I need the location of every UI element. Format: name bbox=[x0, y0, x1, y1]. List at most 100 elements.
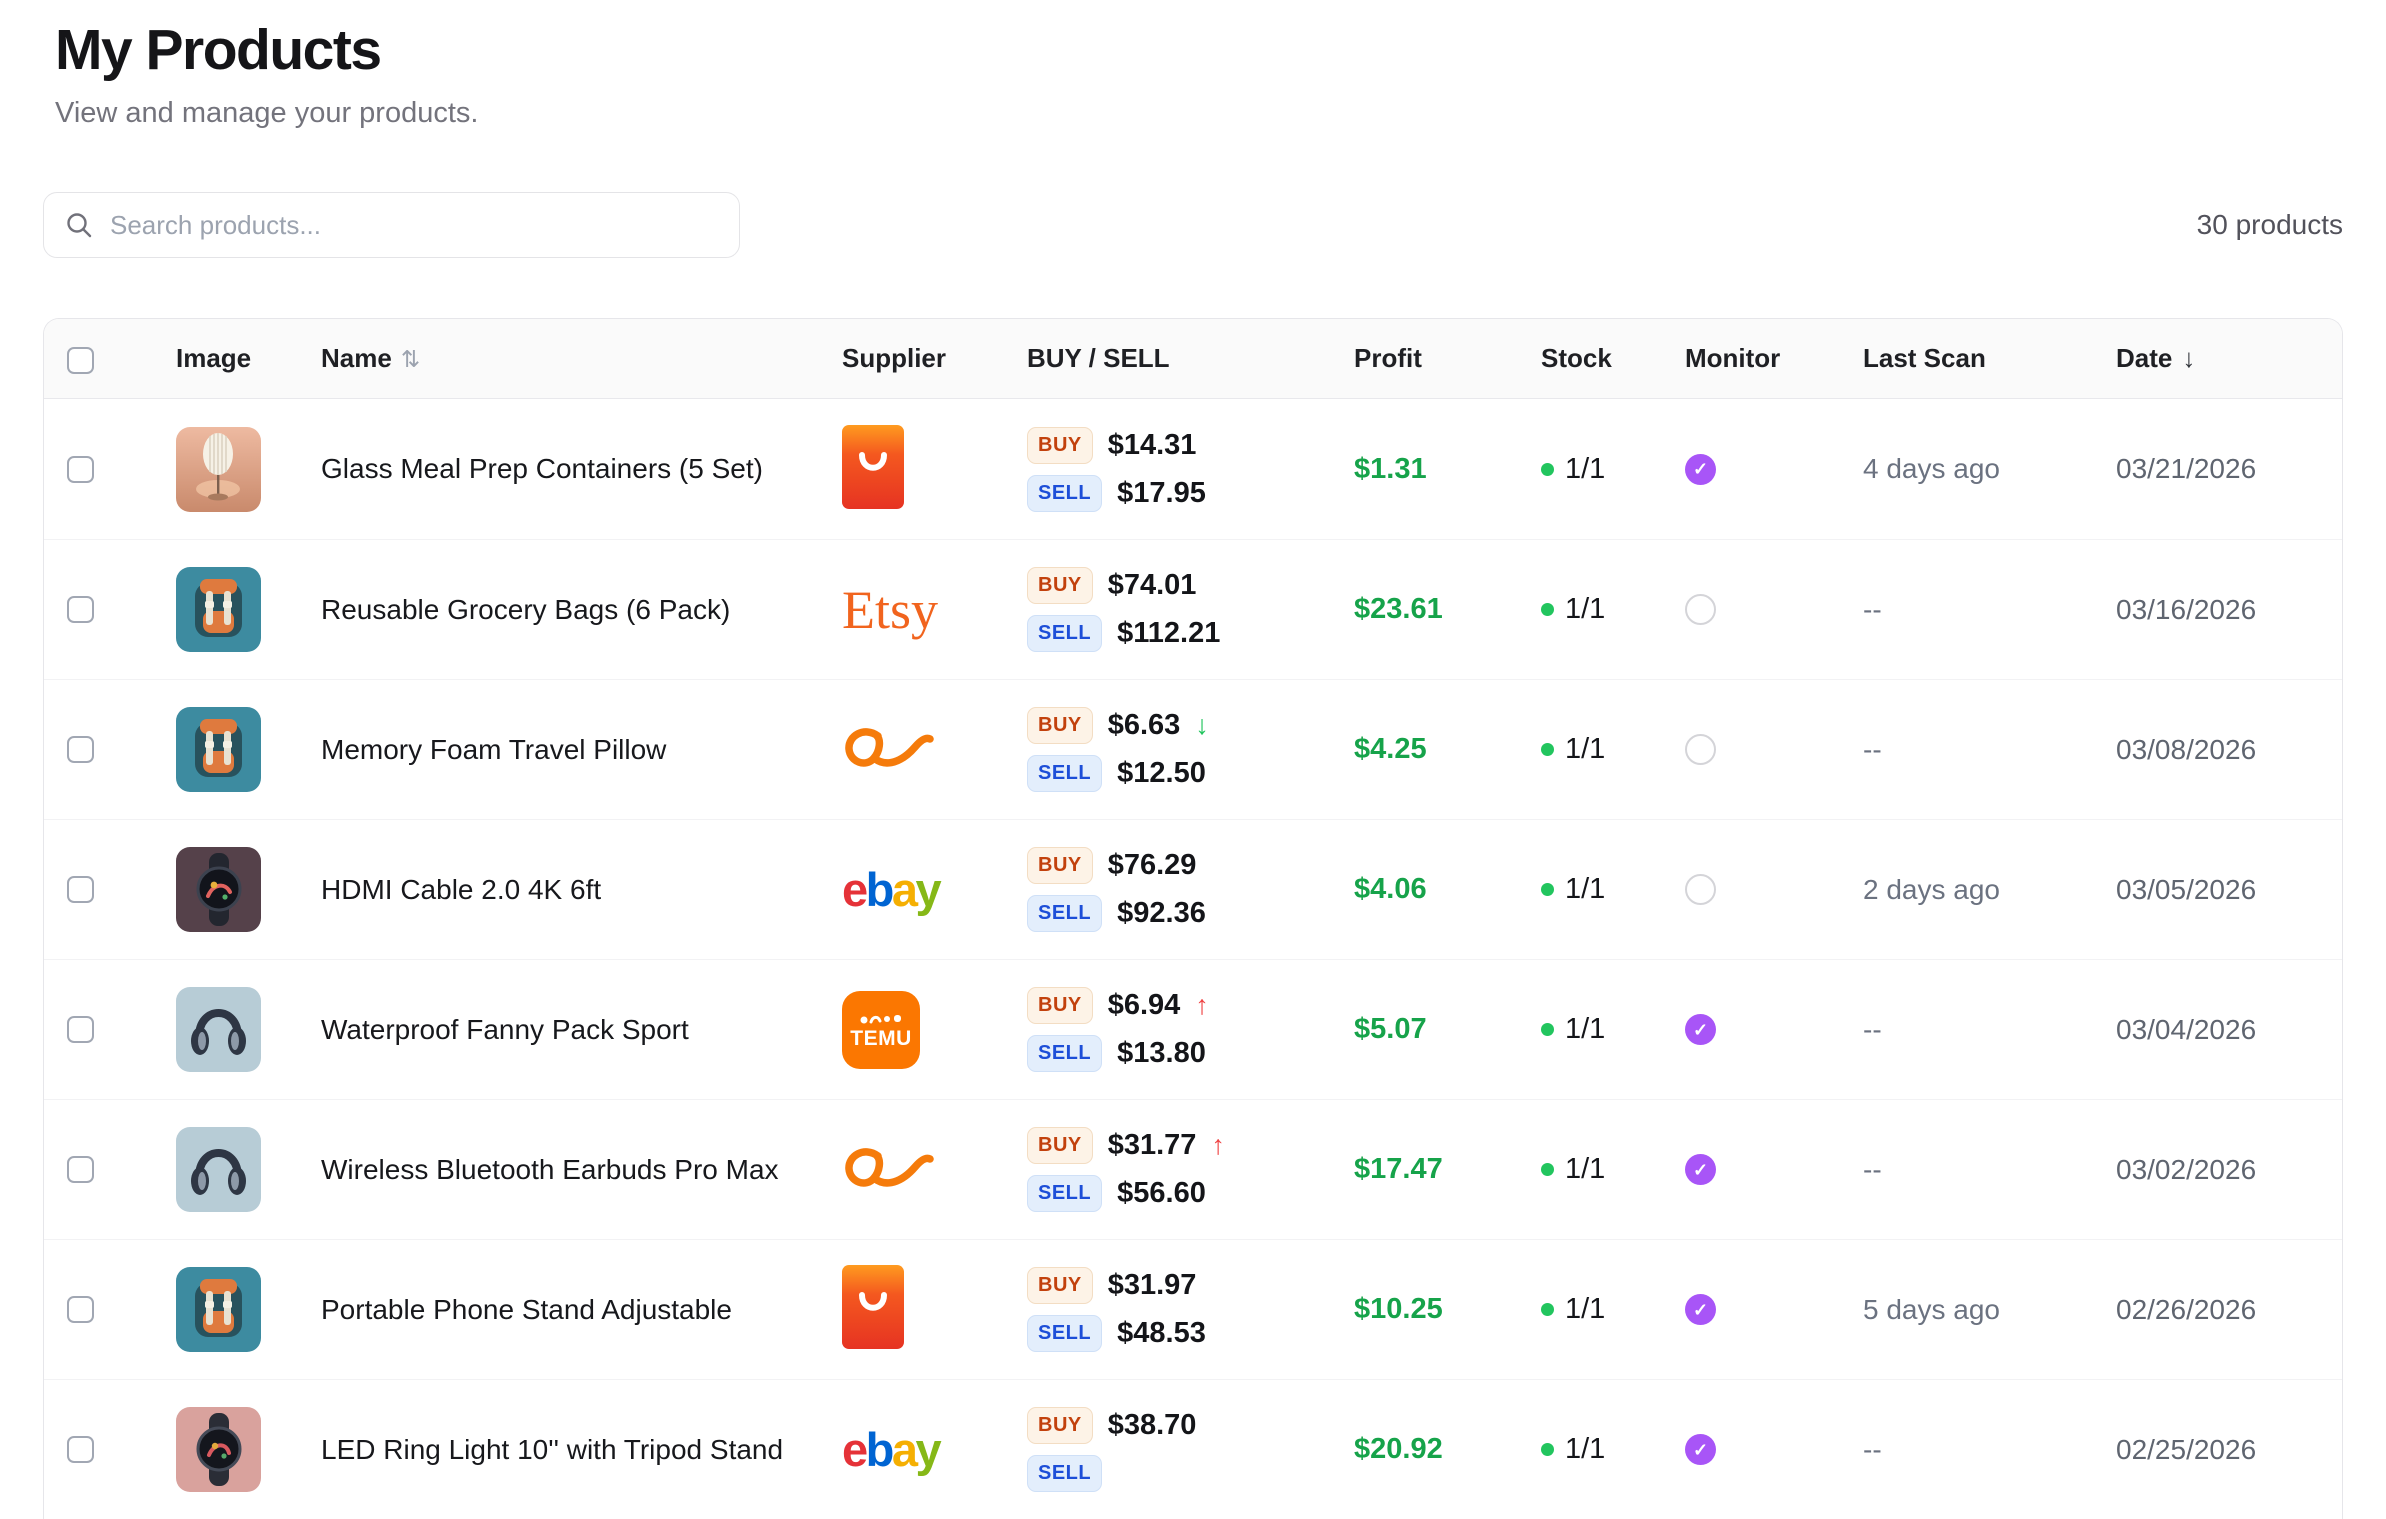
row-checkbox[interactable] bbox=[67, 876, 94, 903]
sort-updown-icon[interactable]: ⇅ bbox=[400, 346, 421, 372]
trend-icon: ↑ bbox=[1195, 990, 1209, 1020]
buy-price: $31.77 bbox=[1107, 1129, 1197, 1161]
stock-dot-icon bbox=[1541, 1303, 1554, 1316]
last-scan-value: -- bbox=[1863, 593, 1882, 625]
row-checkbox[interactable] bbox=[67, 455, 94, 483]
product-image bbox=[176, 567, 261, 652]
stock-value: 1/1 bbox=[1565, 1433, 1606, 1465]
stock-value: 1/1 bbox=[1565, 733, 1606, 765]
sell-badge: SELL bbox=[1027, 1175, 1103, 1212]
table-row: Reusable Grocery Bags (6 Pack) Etsy BUY … bbox=[44, 539, 2342, 679]
buy-badge: BUY bbox=[1027, 426, 1093, 464]
buy-sell-cell: BUY $6.63 ↓ SELL $12.50 bbox=[1027, 707, 1334, 792]
date-value: 03/05/2026 bbox=[2116, 873, 2257, 905]
last-scan-value: -- bbox=[1863, 733, 1882, 765]
monitor-toggle[interactable]: ✓ bbox=[1685, 1154, 1716, 1185]
sell-price: $112.21 bbox=[1117, 617, 1221, 649]
monitor-toggle[interactable] bbox=[1685, 734, 1716, 765]
buy-price: $38.70 bbox=[1107, 1409, 1197, 1441]
date-value: 03/02/2026 bbox=[2116, 1153, 2257, 1185]
buy-badge: BUY bbox=[1027, 847, 1093, 884]
supplier-logo: Etsy bbox=[842, 567, 1007, 652]
table-row: Glass Meal Prep Containers (5 Set) BUY $… bbox=[44, 399, 2342, 539]
buy-sell-cell: BUY $38.70 SELL bbox=[1027, 1407, 1334, 1492]
profit-value: $4.25 bbox=[1354, 733, 1427, 765]
row-checkbox[interactable] bbox=[67, 736, 94, 763]
product-name: Glass Meal Prep Containers (5 Set) bbox=[321, 453, 763, 484]
buy-badge: BUY bbox=[1027, 707, 1093, 744]
stock-value: 1/1 bbox=[1565, 593, 1606, 625]
buy-badge: BUY bbox=[1027, 1267, 1093, 1304]
stock-cell: 1/1 bbox=[1541, 733, 1665, 766]
search-input[interactable] bbox=[43, 192, 740, 258]
monitor-toggle[interactable]: ✓ bbox=[1685, 1434, 1716, 1465]
page-subtitle: View and manage your products. bbox=[55, 97, 479, 129]
monitor-toggle[interactable]: ✓ bbox=[1685, 1294, 1716, 1325]
row-checkbox[interactable] bbox=[67, 596, 94, 623]
alibaba-logo bbox=[842, 718, 936, 781]
date-value: 02/26/2026 bbox=[2116, 1293, 2257, 1325]
supplier-logo bbox=[842, 1127, 1007, 1212]
date-value: 02/25/2026 bbox=[2116, 1433, 2257, 1465]
header-date-label: Date bbox=[2116, 343, 2173, 373]
check-icon: ✓ bbox=[1692, 1159, 1709, 1180]
header-stock: Stock bbox=[1541, 343, 1612, 373]
page: My Products View and manage your product… bbox=[0, 20, 2386, 1519]
date-value: 03/21/2026 bbox=[2116, 453, 2257, 484]
trend-icon: ↓ bbox=[1195, 710, 1209, 740]
etsy-logo: Etsy bbox=[842, 579, 939, 640]
product-image bbox=[176, 707, 261, 792]
header-profit: Profit bbox=[1354, 343, 1422, 373]
last-scan-value: 5 days ago bbox=[1863, 1293, 2000, 1325]
monitor-toggle[interactable] bbox=[1685, 594, 1716, 625]
row-checkbox[interactable] bbox=[67, 1436, 94, 1463]
profit-value: $1.31 bbox=[1354, 452, 1427, 485]
buy-sell-cell: BUY $74.01 SELL $112.21 bbox=[1027, 567, 1334, 652]
supplier-logo: TEMU bbox=[842, 987, 1007, 1072]
stock-cell: 1/1 bbox=[1541, 1013, 1665, 1046]
monitor-toggle[interactable]: ✓ bbox=[1685, 1014, 1716, 1045]
row-checkbox[interactable] bbox=[67, 1156, 94, 1183]
header-date[interactable]: Date ↓ bbox=[2096, 343, 2342, 374]
product-image bbox=[176, 847, 261, 932]
trend-icon: ↑ bbox=[1211, 1130, 1225, 1160]
row-checkbox[interactable] bbox=[67, 1296, 94, 1323]
stock-value: 1/1 bbox=[1565, 1153, 1606, 1185]
profit-value: $4.06 bbox=[1354, 873, 1427, 905]
buy-price: $6.94 bbox=[1107, 989, 1181, 1021]
sell-badge: SELL bbox=[1027, 755, 1103, 792]
stock-dot-icon bbox=[1541, 603, 1554, 616]
monitor-toggle[interactable] bbox=[1685, 874, 1716, 905]
header-supplier: Supplier bbox=[842, 343, 947, 373]
stock-dot-icon bbox=[1541, 462, 1554, 476]
buy-badge: BUY bbox=[1027, 1407, 1093, 1444]
header-name[interactable]: Name ⇅ bbox=[321, 343, 817, 374]
check-icon: ✓ bbox=[1692, 1439, 1709, 1460]
supplier-logo: ebay bbox=[842, 847, 1007, 932]
monitor-toggle[interactable]: ✓ bbox=[1685, 453, 1716, 485]
buy-badge: BUY bbox=[1027, 567, 1093, 604]
profit-value: $20.92 bbox=[1354, 1433, 1443, 1465]
last-scan-value: 4 days ago bbox=[1863, 453, 2000, 484]
product-image bbox=[176, 426, 261, 512]
sell-price: $17.95 bbox=[1117, 476, 1206, 509]
product-name: Reusable Grocery Bags (6 Pack) bbox=[321, 593, 731, 625]
stock-dot-icon bbox=[1541, 883, 1554, 896]
table-header-row: Image Name ⇅ Supplier BUY / SELL Profit S… bbox=[44, 319, 2342, 399]
date-value: 03/08/2026 bbox=[2116, 733, 2257, 765]
stock-cell: 1/1 bbox=[1541, 873, 1665, 906]
buy-sell-cell: BUY $31.97 SELL $48.53 bbox=[1027, 1267, 1334, 1352]
search-icon bbox=[65, 211, 93, 244]
stock-dot-icon bbox=[1541, 1023, 1554, 1036]
sort-down-icon[interactable]: ↓ bbox=[2182, 343, 2196, 373]
supplier-logo: ebay bbox=[842, 1407, 1007, 1492]
product-image bbox=[176, 987, 261, 1072]
profit-value: $10.25 bbox=[1354, 1293, 1443, 1325]
row-checkbox[interactable] bbox=[67, 1016, 94, 1043]
aliexpress-logo bbox=[842, 424, 904, 514]
profit-value: $17.47 bbox=[1354, 1153, 1443, 1185]
sell-badge: SELL bbox=[1027, 895, 1103, 932]
select-all-checkbox[interactable] bbox=[67, 346, 94, 374]
table-row: Portable Phone Stand Adjustable BUY $31.… bbox=[44, 1239, 2342, 1379]
stock-value: 1/1 bbox=[1565, 873, 1606, 905]
